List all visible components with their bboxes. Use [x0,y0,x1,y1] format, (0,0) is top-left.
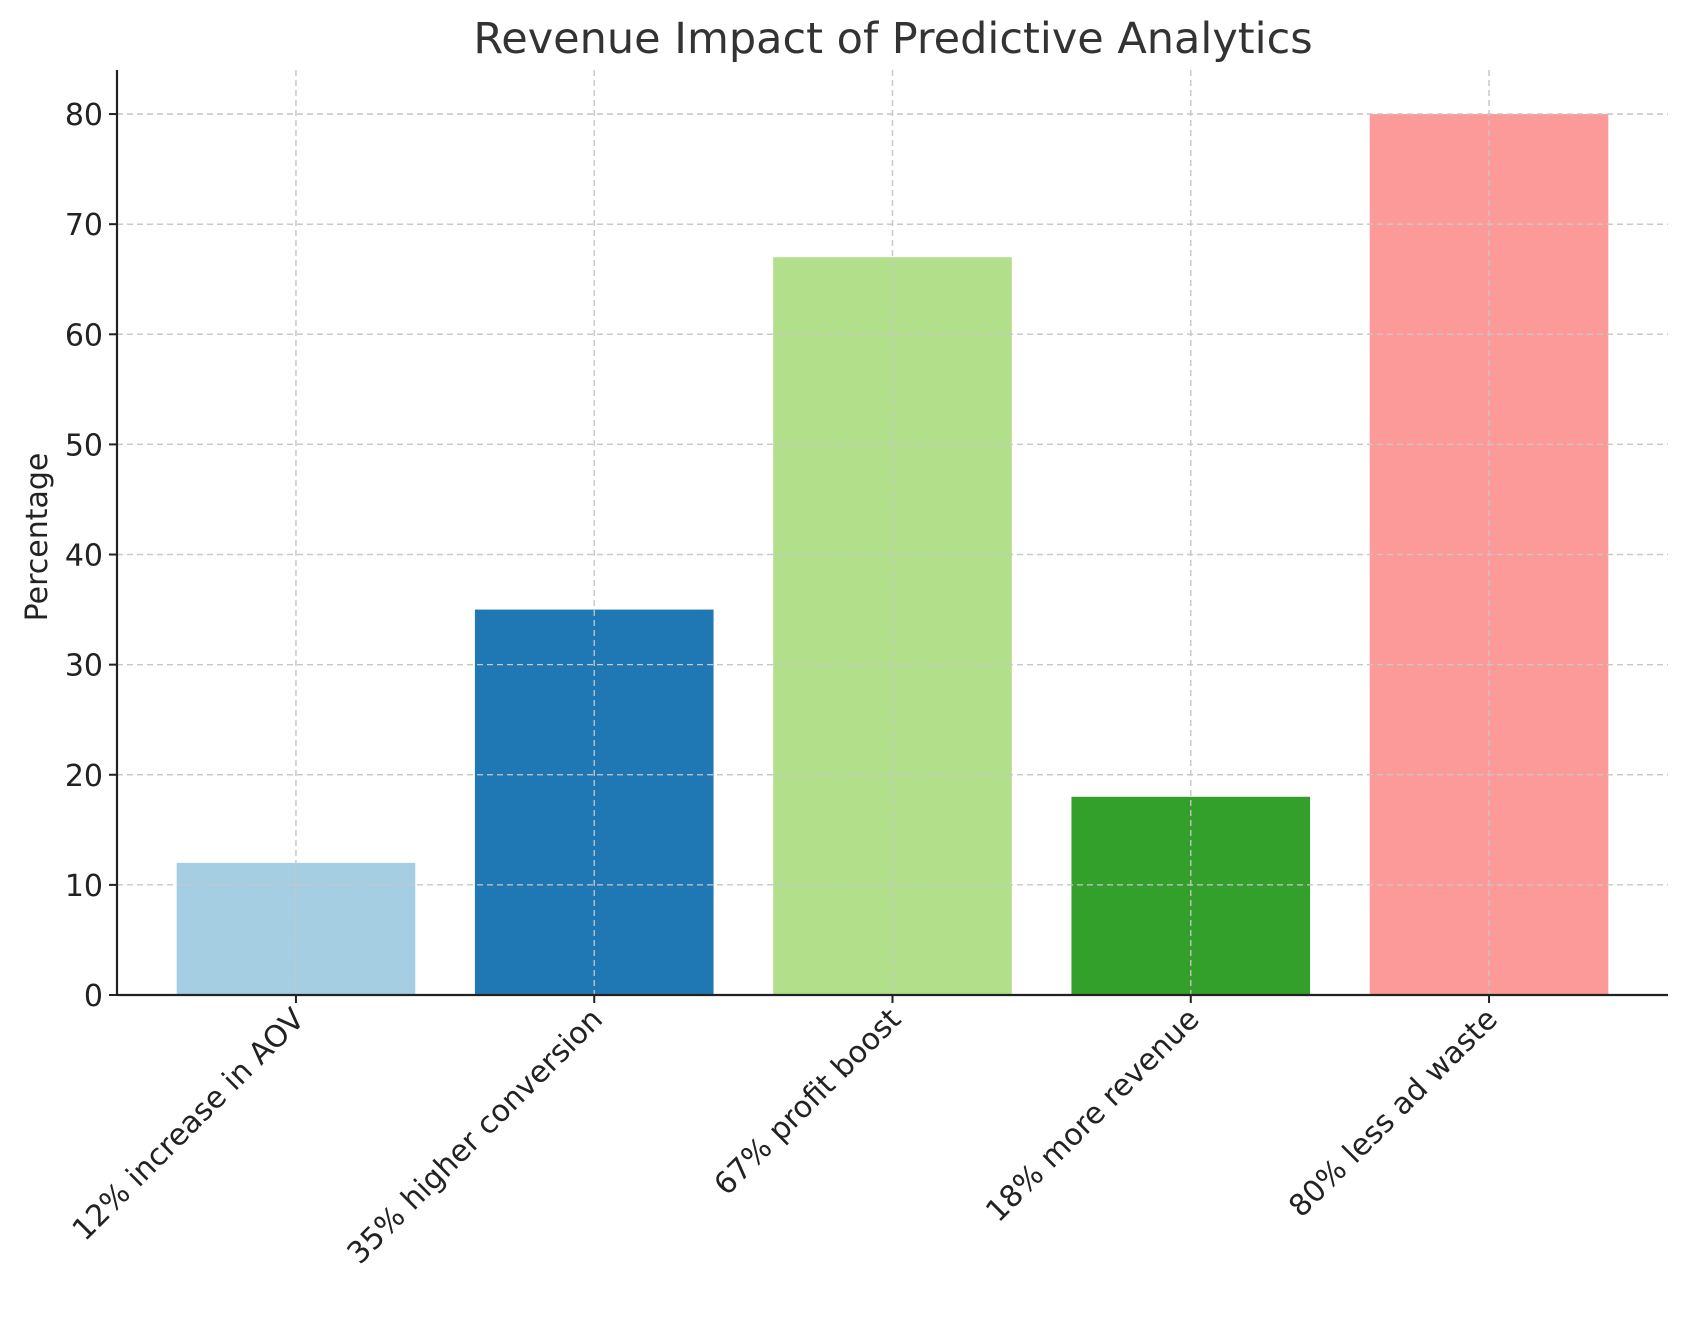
y-tick-label: 20 [65,759,103,794]
y-tick-label: 0 [84,979,103,1014]
y-tick-label: 40 [65,539,103,574]
y-tick-label: 50 [65,428,103,463]
y-tick-label: 70 [65,208,103,243]
x-tick-label: 35% higher conversion [341,1002,610,1271]
x-tick-label: 67% profit boost [708,1002,909,1203]
x-tick-label: 80% less ad waste [1282,1002,1504,1224]
x-tick-label: 18% more revenue [979,1002,1206,1229]
y-tick-label: 10 [65,869,103,904]
y-axis-label: Percentage [20,453,55,622]
x-tick-label: 12% increase in AOV [66,1002,312,1248]
y-tick-label: 60 [65,318,103,353]
chart-title: Revenue Impact of Predictive Analytics [473,14,1312,64]
bars-layer [117,70,1668,996]
y-tick-label: 80 [65,98,103,133]
y-tick-label: 30 [65,649,103,684]
